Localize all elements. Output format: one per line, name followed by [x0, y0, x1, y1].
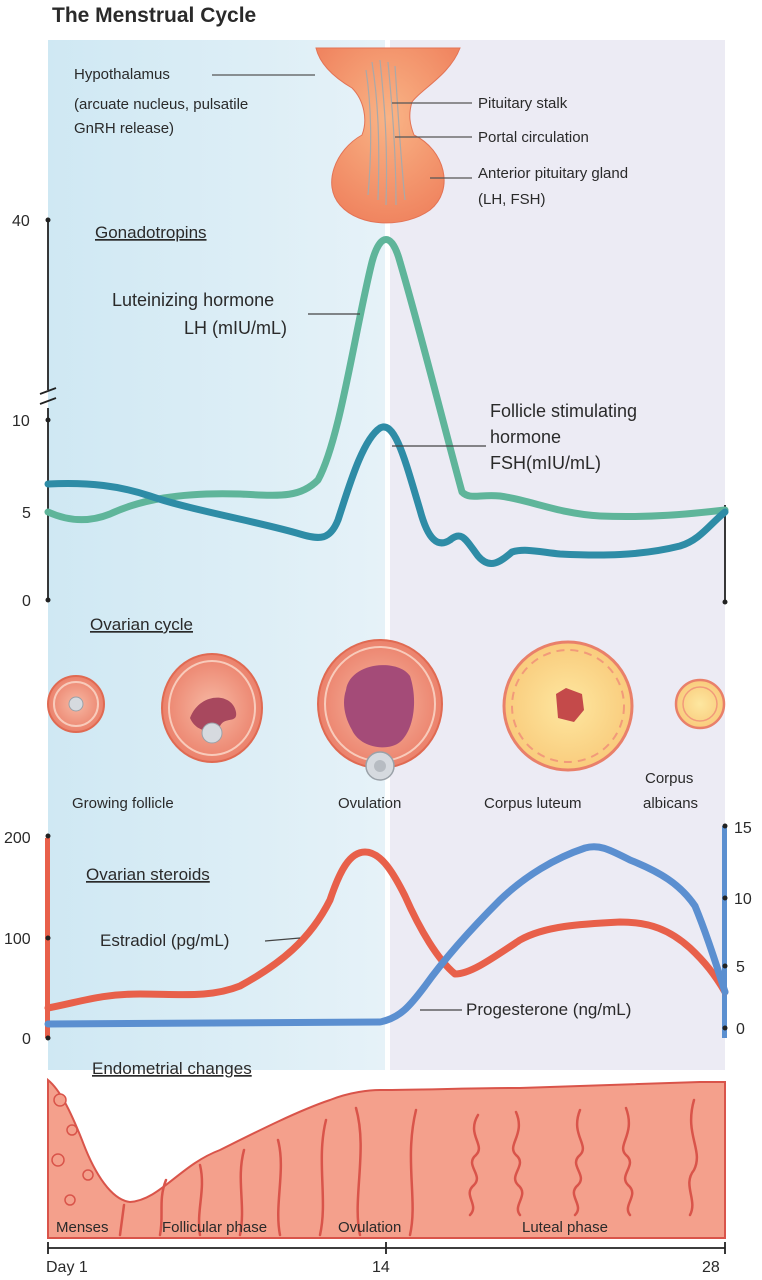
endometrial-heading: Endometrial changes	[92, 1059, 252, 1078]
growing-follicle-label: Growing follicle	[72, 795, 174, 812]
left-tick-200: 200	[4, 830, 31, 847]
right-tick-5: 5	[736, 959, 745, 976]
left-tick-100: 100	[4, 931, 31, 948]
phase-ovulation: Ovulation	[338, 1219, 401, 1236]
estradiol-label: Estradiol (pg/mL)	[100, 931, 229, 950]
endometrial-glands	[118, 1098, 699, 1237]
stalk-label: Pituitary stalk	[478, 95, 568, 112]
anterior-label-2: (LH, FSH)	[478, 191, 546, 208]
pituitary-illustration	[212, 47, 472, 224]
right-tick-15: 15	[734, 820, 752, 837]
left-tick-0: 0	[22, 1031, 31, 1048]
estradiol-curve	[44, 848, 729, 1012]
corpus-albicans-label-2: albicans	[643, 795, 698, 812]
fsh-label-1: Follicle stimulating	[490, 401, 637, 421]
gonadotropin-axes	[39, 220, 726, 602]
pituitary-stalk-vessels	[365, 59, 406, 206]
corpus-albicans-shape	[674, 678, 726, 730]
ovarian-steroids-heading: Ovarian steroids	[86, 865, 210, 884]
axis-break-1	[39, 387, 57, 395]
corpus-luteum-label: Corpus luteum	[484, 795, 582, 812]
endometrium-tissue	[47, 1077, 726, 1239]
page-title: The Menstrual Cycle	[52, 4, 256, 27]
lh-curve	[44, 236, 729, 524]
hypothalamus-note-1: (arcuate nucleus, pulsatile	[74, 96, 248, 113]
right-tick-0: 0	[736, 1021, 745, 1038]
ovulation-divider	[385, 40, 390, 1070]
hypothalamus-label: Hypothalamus	[74, 66, 170, 83]
fsh-label-3: FSH(mIU/mL)	[490, 453, 601, 473]
ovulation-label: Ovulation	[338, 795, 401, 812]
day-tick-1: Day 1	[46, 1259, 88, 1276]
tick-dot-0	[45, 597, 51, 603]
progesterone-label: Progesterone (ng/mL)	[466, 1000, 631, 1019]
anterior-label-1: Anterior pituitary gland	[478, 165, 628, 182]
fsh-curve	[44, 423, 729, 567]
day-tick-14: 14	[372, 1259, 390, 1276]
growing-follicle-small	[47, 675, 105, 733]
y-tick-5: 5	[22, 505, 31, 522]
portal-label: Portal circulation	[478, 129, 589, 146]
y-tick-0: 0	[22, 593, 31, 610]
axis-break-2	[39, 397, 57, 405]
y-tick-10: 10	[12, 413, 30, 430]
growing-follicle-large	[161, 653, 263, 763]
y-tick-40: 40	[12, 213, 30, 230]
lh-label-2: LH (mIU/mL)	[184, 318, 287, 338]
estradiol-pointer	[264, 937, 301, 942]
tick-dot-10	[45, 417, 51, 423]
day-axis	[47, 1242, 726, 1254]
phase-menses: Menses	[56, 1219, 109, 1236]
lh-label-1: Luteinizing hormone	[112, 290, 274, 310]
menses-fragments	[51, 1093, 94, 1206]
tick-dot-40	[45, 217, 51, 223]
right-tick-10: 10	[734, 891, 752, 908]
fsh-label-2: hormone	[490, 427, 561, 447]
steroid-axes	[45, 823, 728, 1041]
phase-luteal: Luteal phase	[522, 1219, 608, 1236]
corpus-luteum-shape	[502, 640, 634, 772]
day-tick-28: 28	[702, 1259, 720, 1276]
tick-dot-right	[722, 599, 728, 605]
gonadotropins-heading: Gonadotropins	[95, 223, 207, 242]
progesterone-curve	[44, 843, 729, 1028]
corpus-albicans-label-1: Corpus	[645, 770, 693, 787]
ovarian-follicles	[47, 639, 726, 781]
hypothalamus-shape	[315, 47, 461, 224]
ovarian-cycle-heading: Ovarian cycle	[90, 615, 193, 634]
endometrium-illustration	[47, 1077, 726, 1239]
hypothalamus-note-2: GnRH release)	[74, 120, 174, 137]
progesterone-axis-bar	[722, 826, 727, 1038]
ovulation-follicle	[317, 639, 443, 781]
phase-follicular: Follicular phase	[162, 1219, 267, 1236]
